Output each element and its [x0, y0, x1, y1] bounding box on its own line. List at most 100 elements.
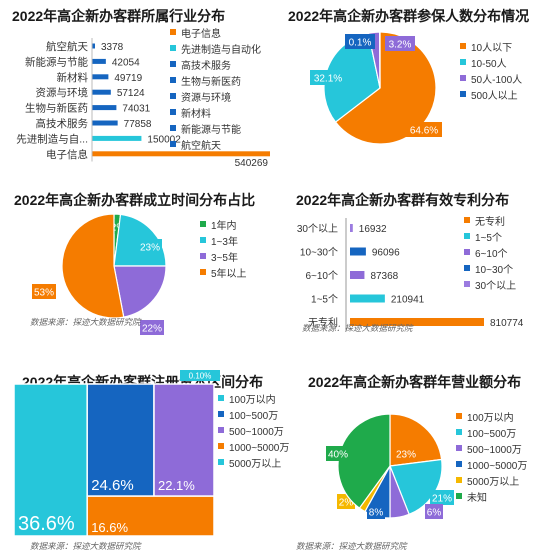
legend-swatch — [200, 237, 206, 243]
revenue-label-box — [326, 446, 350, 461]
industry-legend-item: 新材料 — [170, 104, 261, 120]
legend-label: 1~3年 — [211, 236, 238, 248]
headcount-legend-item: 50人-100人 — [460, 70, 522, 86]
capital-legend-item: 100万以内 — [218, 390, 289, 406]
revenue-legend-item: 1000~5000万 — [456, 456, 527, 472]
legend-label: 50人-100人 — [471, 74, 523, 86]
legend-label: 1~5个 — [475, 232, 502, 244]
legend-label: 5年以上 — [211, 268, 247, 280]
revenue-panel: 2022年高企新办客群年营业额分布 23% 21% 6% 8% 2% 40% 100万以内… — [296, 350, 560, 554]
founding-legend: 1年内 1~3年 3~5年 5年以上 — [200, 216, 247, 280]
revenue-label-box — [394, 446, 418, 461]
legend-swatch — [218, 427, 224, 433]
legend-swatch — [464, 249, 470, 255]
revenue-data-label: 23% — [396, 450, 416, 461]
industry-data-label: 57124 — [117, 88, 145, 99]
founding-data-label: 2% — [111, 223, 126, 234]
founding-legend-item: 3~5年 — [200, 248, 247, 264]
legend-label: 6~10个 — [475, 248, 508, 260]
headcount-legend-item: 10-50人 — [460, 54, 522, 70]
legend-label: 10-50人 — [471, 58, 507, 70]
founding-legend-item: 1~3年 — [200, 232, 247, 248]
legend-swatch — [170, 61, 176, 67]
legend-label: 10~30个 — [475, 264, 514, 276]
legend-swatch — [456, 461, 462, 467]
patent-bar — [350, 271, 365, 279]
revenue-source: 数据来源：探迹大数据研究院 — [296, 541, 407, 551]
headcount-chart-title: 2022年高企新办客群参保人数分布情况 — [288, 8, 530, 24]
capital-data-label: 0.10% — [189, 372, 212, 381]
legend-swatch — [460, 59, 466, 65]
legend-swatch — [456, 493, 462, 499]
industry-legend-item: 航空航天 — [170, 136, 261, 152]
legend-label: 资源与环境 — [181, 92, 231, 104]
revenue-label-box — [425, 504, 443, 519]
legend-label: 3~5年 — [211, 252, 238, 264]
patent-chart-title: 2022年高企新办客群有效专利分布 — [296, 192, 510, 208]
capital-tile — [86, 495, 215, 537]
legend-label: 生物与新医药 — [181, 76, 241, 88]
industry-data-label: 150002 — [147, 134, 181, 145]
revenue-data-label: 21% — [432, 494, 452, 505]
capital-legend-item: 100~500万 — [218, 406, 289, 422]
legend-swatch — [170, 109, 176, 115]
legend-swatch — [218, 411, 224, 417]
headcount-data-label: 3.2% — [389, 40, 412, 51]
headcount-legend: 10人以下 10-50人 50人-100人 500人以上 — [460, 38, 522, 102]
legend-label: 1000~5000万 — [467, 460, 528, 472]
founding-pie-chart: 2% 23% 22% 53% — [32, 213, 167, 335]
patent-data-label: 87368 — [370, 271, 398, 282]
capital-legend: 100万以内 100~500万 500~1000万 1000~5000万 5000万以上 — [218, 390, 289, 470]
industry-legend-item: 新能源与节能 — [170, 120, 261, 136]
capital-label-box — [180, 370, 220, 381]
headcount-legend-item: 10人以下 — [460, 38, 522, 54]
capital-source: 数据来源：探迹大数据研究院 — [30, 541, 141, 551]
capital-legend-item: 5000万以上 — [218, 454, 289, 470]
industry-bar — [92, 74, 109, 80]
industry-category-label: 新材料 — [57, 71, 89, 84]
industry-data-label: 49719 — [114, 73, 142, 84]
patent-legend-item: 30个以上 — [464, 276, 516, 292]
legend-swatch — [464, 233, 470, 239]
founding-panel: 2022年高企新办客群成立时间分布占比 2% 23% 22% 53% 1年内 1~3年 3… — [0, 180, 280, 350]
patent-bar-chart: 30个以上 16932 10~30个 96096 6~10个 87368 1~5个 21094… — [297, 218, 524, 332]
legend-swatch — [218, 459, 224, 465]
legend-label: 1000~5000万 — [229, 442, 290, 454]
patent-legend: 无专利 1~5个 6~10个 10~30个 30个以上 — [464, 212, 516, 292]
legend-swatch — [170, 45, 176, 51]
legend-label: 先进制造与自动化 — [181, 44, 261, 56]
patent-panel: 2022年高企新办客群有效专利分布 30个以上 16932 10~30个 96096 6… — [280, 180, 560, 350]
patent-legend-item: 10~30个 — [464, 260, 516, 276]
revenue-legend: 100万以内 100~500万 500~1000万 1000~5000万 5000万以上… — [456, 408, 527, 504]
headcount-label-box — [385, 36, 415, 51]
legend-label: 100~500万 — [467, 428, 517, 440]
revenue-chart-title: 2022年高企新办客群年营业额分布 — [308, 374, 522, 390]
revenue-data-label: 8% — [369, 508, 384, 519]
industry-category-label: 先进制造与自... — [16, 132, 88, 145]
legend-swatch — [460, 43, 466, 49]
legend-swatch — [200, 269, 206, 275]
industry-bar — [92, 120, 118, 126]
industry-data-label: 540269 — [235, 158, 269, 169]
capital-legend-item: 500~1000万 — [218, 422, 289, 438]
legend-swatch — [218, 395, 224, 401]
headcount-label-box — [345, 34, 375, 49]
legend-swatch — [200, 221, 206, 227]
founding-slice — [113, 265, 167, 318]
patent-legend-item: 无专利 — [464, 212, 516, 228]
industry-legend-item: 电子信息 — [170, 24, 261, 40]
patent-legend-item: 1~5个 — [464, 228, 516, 244]
founding-label-box — [140, 320, 164, 335]
capital-panel: 2022年高企新办客群注册资本区间分布 36.6% 24.6% 22.1% 16.6%… — [0, 350, 300, 554]
founding-data-label: 22% — [142, 324, 162, 335]
legend-swatch — [464, 281, 470, 287]
patent-bar — [350, 247, 366, 256]
legend-swatch — [200, 253, 206, 259]
legend-label: 航空航天 — [181, 140, 221, 152]
industry-legend: 电子信息 先进制造与自动化 高技术服务 生物与新医药 资源与环境 新材料 新能源与节能 航空航… — [170, 24, 261, 152]
headcount-data-label: 64.6% — [410, 126, 438, 137]
headcount-legend-item: 500人以上 — [460, 86, 522, 102]
industry-data-label: 3378 — [101, 42, 124, 53]
revenue-data-label: 2% — [339, 498, 354, 509]
legend-swatch — [456, 445, 462, 451]
